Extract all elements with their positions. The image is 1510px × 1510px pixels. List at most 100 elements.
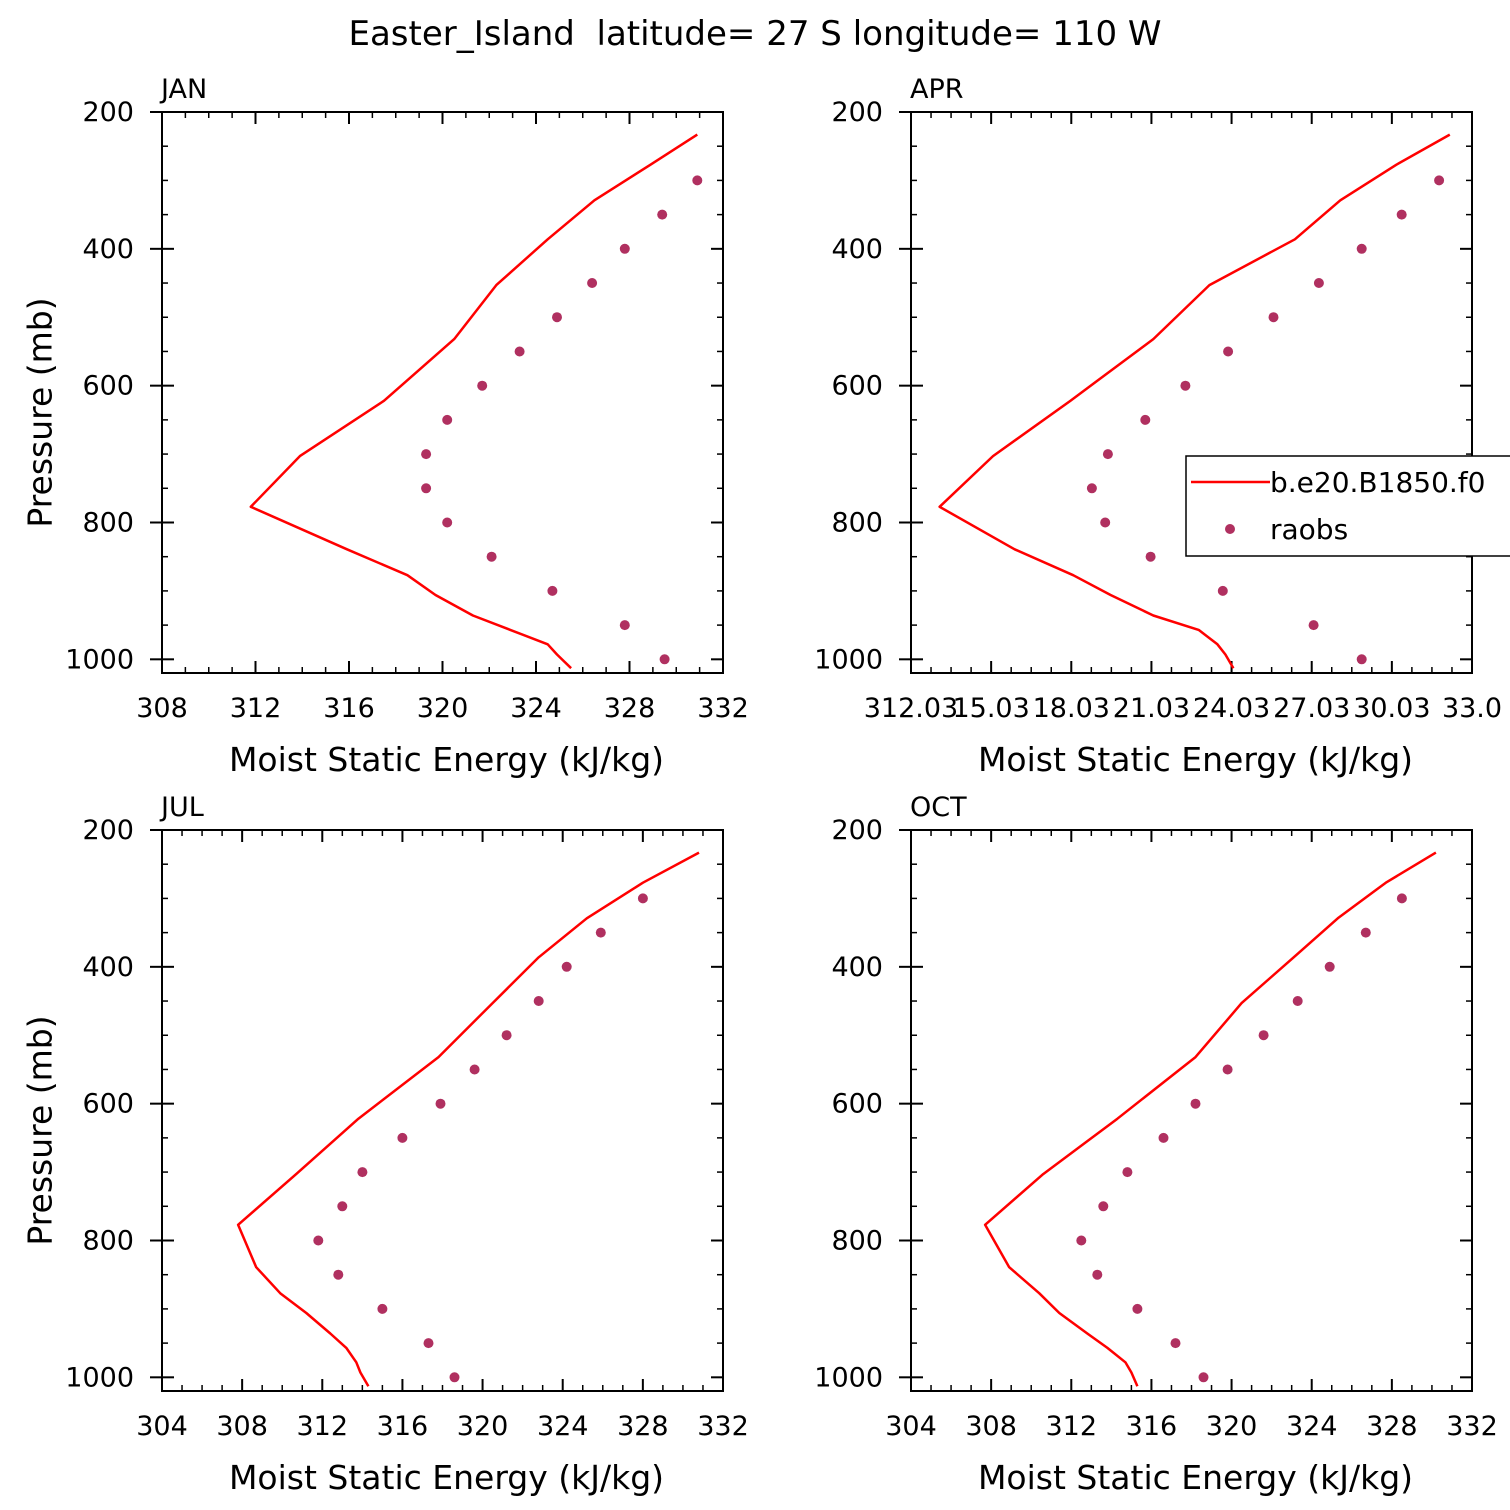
obs-point [1122,1167,1133,1178]
obs-point [1140,414,1151,425]
y-tick-label: 400 [831,952,883,983]
x-tick-label: 304 [136,1411,188,1442]
x-tick-label: 324 [537,1411,589,1442]
obs-point [477,380,488,391]
obs-point [1292,996,1303,1006]
obs-point [1076,1235,1087,1246]
y-tick-label: 400 [82,234,134,265]
x-tick-label: 320 [417,693,469,724]
obs-point [1102,449,1113,460]
obs-point [1098,1201,1109,1212]
y-tick-label: 200 [831,97,883,128]
obs-point [442,414,453,425]
obs-point [397,1132,408,1143]
obs-point [657,209,668,220]
x-axis-title: Moist Static Energy (kJ/kg) [978,1458,1413,1497]
obs-point [561,961,572,972]
legend-box [1185,455,1510,557]
obs-point [377,1303,388,1314]
obs-point [449,1372,460,1383]
legend-obs-label: raobs [1270,513,1348,546]
obs-point [1086,483,1097,494]
model-series-line [983,851,1437,1387]
y-tick-label: 200 [82,815,134,846]
obs-point [1217,585,1228,596]
obs-point [1324,961,1335,972]
plot-area [938,133,1451,669]
obs-point [1258,1030,1269,1041]
obs-point [1313,278,1324,288]
obs-point [1145,551,1156,562]
obs-point [1132,1303,1143,1314]
obs-point [1396,209,1407,220]
x-tick-label: 316 [1126,1411,1178,1442]
plot-frame [161,829,724,1392]
plot-frame [161,111,724,674]
legend: b.e20.B1850.f0 raobs [1185,455,1510,557]
panel-jul: JUL 304 308 312 316 320 324 328 332 200 400 600 800 1… [21,792,749,1497]
x-tick-label: 24.03 [1193,693,1270,724]
y-tick-label: 600 [82,371,134,402]
obs-point [637,893,648,904]
legend-model-label: b.e20.B1850.f0 [1270,466,1485,499]
obs-point [514,346,525,357]
obs-point [1198,1372,1209,1383]
obs-point [1268,312,1279,323]
obs-point [692,175,703,186]
panels: JAN 308 312 316 320 324 328 332 200 400 600 800 1000… [21,74,1503,1497]
plot-frame [910,111,1473,674]
x-tick-label: 33.0 [1442,693,1502,724]
x-tick-label: 324 [1286,1411,1338,1442]
obs-point [421,483,432,494]
model-series-line [249,133,698,670]
figure-title: Easter_Island latitude= 27 S longitude= … [348,14,1161,54]
obs-point [469,1064,480,1075]
x-tick-label: 312.03 [864,693,958,724]
plot-area [236,851,700,1387]
plot-area [249,133,703,670]
obs-point [1180,380,1191,391]
obs-point [619,243,630,254]
obs-point [1158,1132,1169,1143]
obs-point [1396,893,1407,904]
x-tick-label: 316 [323,693,375,724]
x-tick-label: 316 [377,1411,429,1442]
model-series-line [938,133,1451,669]
y-axis-title: Pressure (mb) [21,1015,60,1245]
panel-label: APR [910,74,964,105]
obs-point [1434,175,1445,186]
obs-point [435,1098,446,1109]
x-tick-label: 27.03 [1273,693,1350,724]
panel-oct: OCT 304 308 312 316 320 324 328 332 200 400 600 800 1… [814,792,1497,1497]
x-tick-label: 328 [1366,1411,1418,1442]
obs-point [533,996,544,1006]
plot-area [983,851,1437,1387]
x-tick-label: 15.03 [952,693,1029,724]
obs-point [659,654,670,665]
obs-point [595,927,606,938]
x-axis-title: Moist Static Energy (kJ/kg) [229,740,664,779]
x-tick-label: 320 [1206,1411,1258,1442]
x-tick-label: 320 [457,1411,509,1442]
x-tick-label: 332 [1446,1411,1498,1442]
obs-point [337,1201,348,1212]
y-tick-label: 1000 [65,644,134,675]
y-tick-label: 600 [82,1089,134,1120]
y-tick-label: 1000 [65,1362,134,1393]
y-tick-label: 400 [831,234,883,265]
obs-point [1356,654,1367,665]
obs-point [333,1269,344,1280]
y-tick-label: 600 [831,371,883,402]
obs-point [619,620,630,631]
x-tick-label: 30.03 [1353,693,1430,724]
obs-point [1170,1338,1181,1349]
x-tick-label: 308 [965,1411,1017,1442]
y-tick-label: 1000 [814,644,883,675]
panel-label: OCT [910,792,967,823]
y-tick-label: 1000 [814,1362,883,1393]
obs-point [547,585,558,596]
panel-label: JUL [159,792,204,823]
y-tick-label: 800 [831,1225,883,1256]
